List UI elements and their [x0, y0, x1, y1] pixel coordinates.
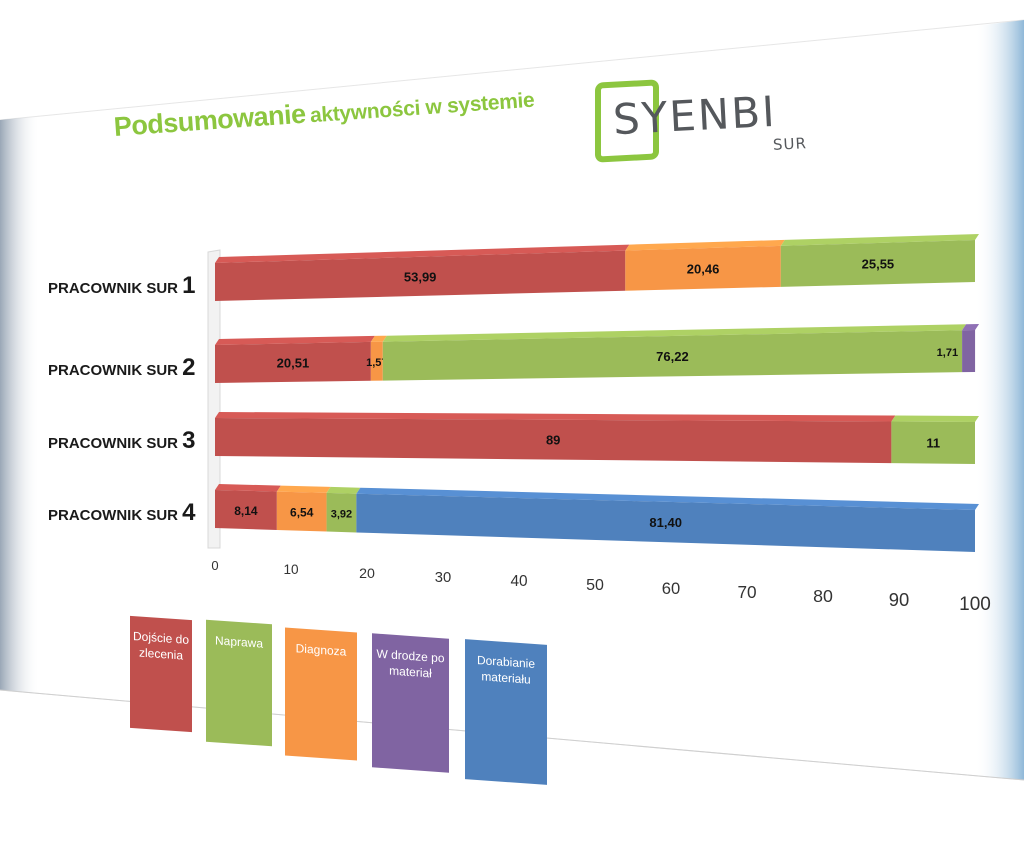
data-label: 1,57	[366, 357, 387, 369]
bar-top-face	[276, 485, 331, 493]
legend-item: Dojście do zlecenia	[130, 615, 192, 733]
x-tick-label: 0	[211, 558, 218, 573]
x-tick-label: 50	[586, 577, 604, 594]
bar-segment	[891, 421, 975, 464]
legend-item: Diagnoza	[285, 627, 357, 761]
data-label: 6,54	[290, 506, 314, 520]
x-tick-label: 30	[435, 570, 451, 586]
data-label: 76,22	[656, 349, 689, 364]
x-tick-label: 100	[959, 594, 991, 615]
bar-top-face	[370, 335, 387, 342]
category-label: PRACOWNIK SUR 3	[48, 427, 196, 454]
x-tick-label: 70	[737, 582, 756, 602]
data-label: 1,71	[937, 347, 958, 359]
bar-top-face	[891, 415, 979, 422]
bar-top-face	[356, 487, 979, 510]
data-label: 8,14	[234, 504, 258, 518]
bar-segment	[382, 330, 963, 381]
category-label: PRACOWNIK SUR 1	[48, 272, 196, 299]
bar-top-face	[780, 234, 979, 246]
data-label: 25,55	[862, 257, 895, 272]
data-label: 11	[926, 436, 940, 451]
x-tick-label: 90	[889, 589, 909, 610]
bar-top-face	[215, 335, 375, 345]
bar-segment	[356, 493, 975, 552]
legend-label: Dorabianie materiału	[476, 652, 536, 687]
x-tick-label: 10	[283, 562, 299, 577]
data-label: 20,46	[687, 262, 720, 277]
legend-item: W drodze po materiał	[372, 633, 449, 773]
bar-top-face	[326, 486, 361, 494]
x-tick-label: 80	[813, 586, 833, 606]
x-tick-label: 20	[359, 566, 375, 582]
category-label: PRACOWNIK SUR 4	[48, 499, 196, 526]
bar-segment	[215, 250, 626, 301]
bar-segment	[962, 329, 976, 373]
data-label: 81,40	[649, 515, 682, 530]
bar-segment	[276, 491, 327, 532]
legend-item: Dorabianie materiału	[465, 639, 547, 785]
category-label: PRACOWNIK SUR 2	[48, 354, 196, 381]
axis-wall	[207, 249, 221, 549]
bar-segment	[370, 341, 383, 381]
bar-segment	[215, 341, 371, 383]
bar-top-face	[215, 484, 281, 492]
bar-top-face	[962, 323, 980, 331]
data-label: 20,51	[277, 356, 310, 371]
bar-top-face	[625, 239, 785, 251]
bar-segment	[625, 245, 781, 291]
data-label: 53,99	[404, 269, 437, 284]
legend-label: Dojście do zlecenia	[132, 629, 190, 663]
bar-top-face	[382, 324, 967, 342]
x-tick-label: 60	[662, 579, 680, 598]
legend-label: Naprawa	[214, 633, 264, 651]
x-tick-label: 40	[510, 573, 527, 590]
bar-top-face	[215, 412, 896, 422]
data-label: 3,92	[331, 509, 352, 521]
data-label: 89	[546, 433, 560, 448]
bar-segment	[780, 240, 975, 287]
bar-segment	[215, 490, 277, 530]
bar-top-face	[215, 244, 630, 263]
legend-label: W drodze po materiał	[376, 646, 445, 681]
legend-label: Diagnoza	[295, 641, 347, 659]
legend-item: Naprawa	[206, 619, 272, 747]
bar-segment	[326, 492, 357, 533]
bar-segment	[215, 418, 892, 464]
